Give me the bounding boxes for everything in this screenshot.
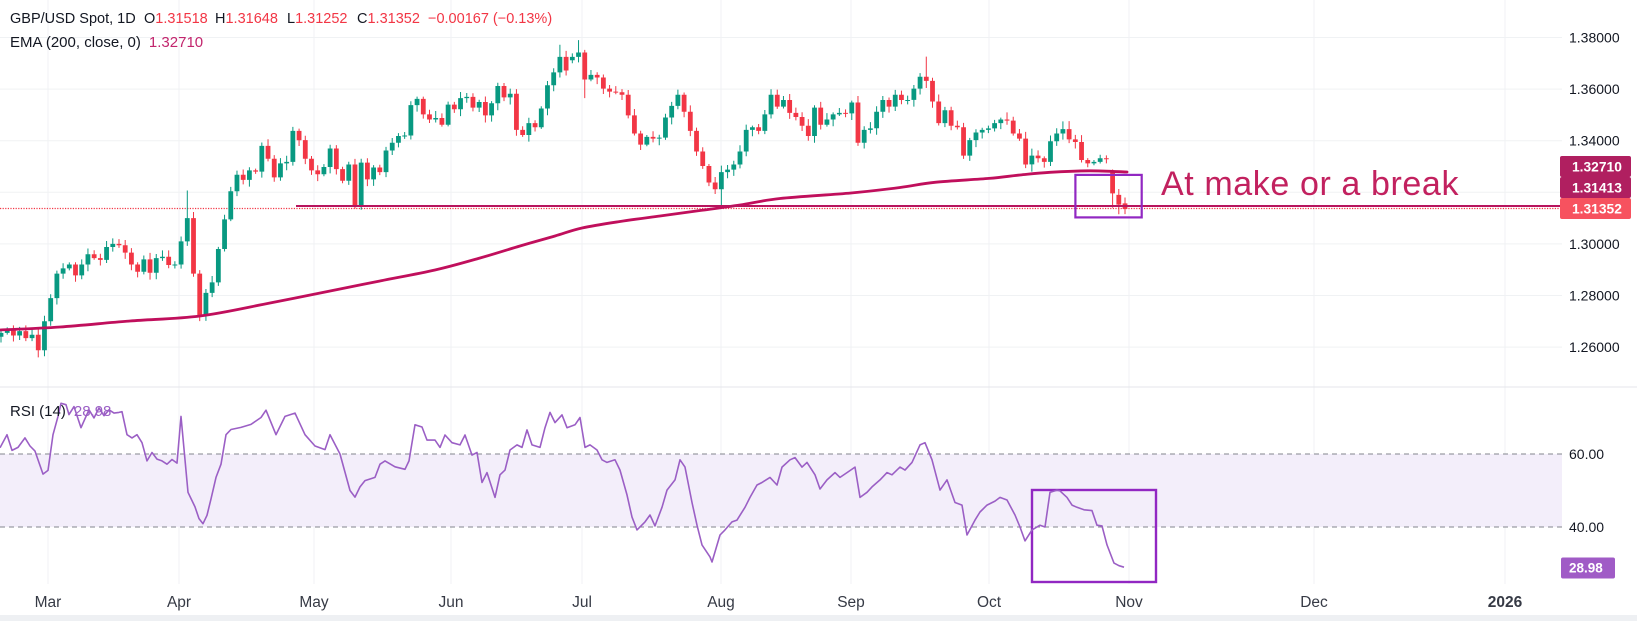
svg-text:Jul: Jul	[572, 594, 592, 611]
svg-text:1.32710: 1.32710	[1572, 160, 1622, 175]
svg-text:1.34000: 1.34000	[1569, 133, 1620, 149]
svg-text:Sep: Sep	[837, 594, 865, 611]
svg-text:40.00: 40.00	[1569, 519, 1604, 535]
svg-text:1.36000: 1.36000	[1569, 81, 1620, 97]
svg-text:1.28000: 1.28000	[1569, 288, 1620, 304]
svg-text:1.31413: 1.31413	[1572, 181, 1622, 196]
svg-text:Apr: Apr	[167, 594, 191, 611]
svg-text:1.38000: 1.38000	[1569, 30, 1620, 46]
svg-text:Jun: Jun	[439, 594, 464, 611]
svg-text:Oct: Oct	[977, 594, 1002, 611]
svg-text:1.26000: 1.26000	[1569, 339, 1620, 355]
svg-text:At make or a break: At make or a break	[1161, 165, 1459, 203]
svg-text:60.00: 60.00	[1569, 446, 1604, 462]
svg-text:Dec: Dec	[1300, 594, 1328, 611]
svg-text:1.31352: 1.31352	[1572, 202, 1622, 217]
svg-text:28.98: 28.98	[1569, 561, 1603, 576]
svg-text:EMA (200, close, 0)1.32710: EMA (200, close, 0) 1.32710	[10, 34, 203, 51]
svg-text:2026: 2026	[1488, 594, 1523, 611]
svg-text:May: May	[299, 594, 329, 611]
svg-text:RSI (14)28.98: RSI (14) 28.98	[10, 403, 111, 420]
svg-text:Mar: Mar	[35, 594, 62, 611]
svg-text:Nov: Nov	[1115, 594, 1143, 611]
svg-text:1.30000: 1.30000	[1569, 236, 1620, 252]
svg-text:Aug: Aug	[707, 594, 735, 611]
